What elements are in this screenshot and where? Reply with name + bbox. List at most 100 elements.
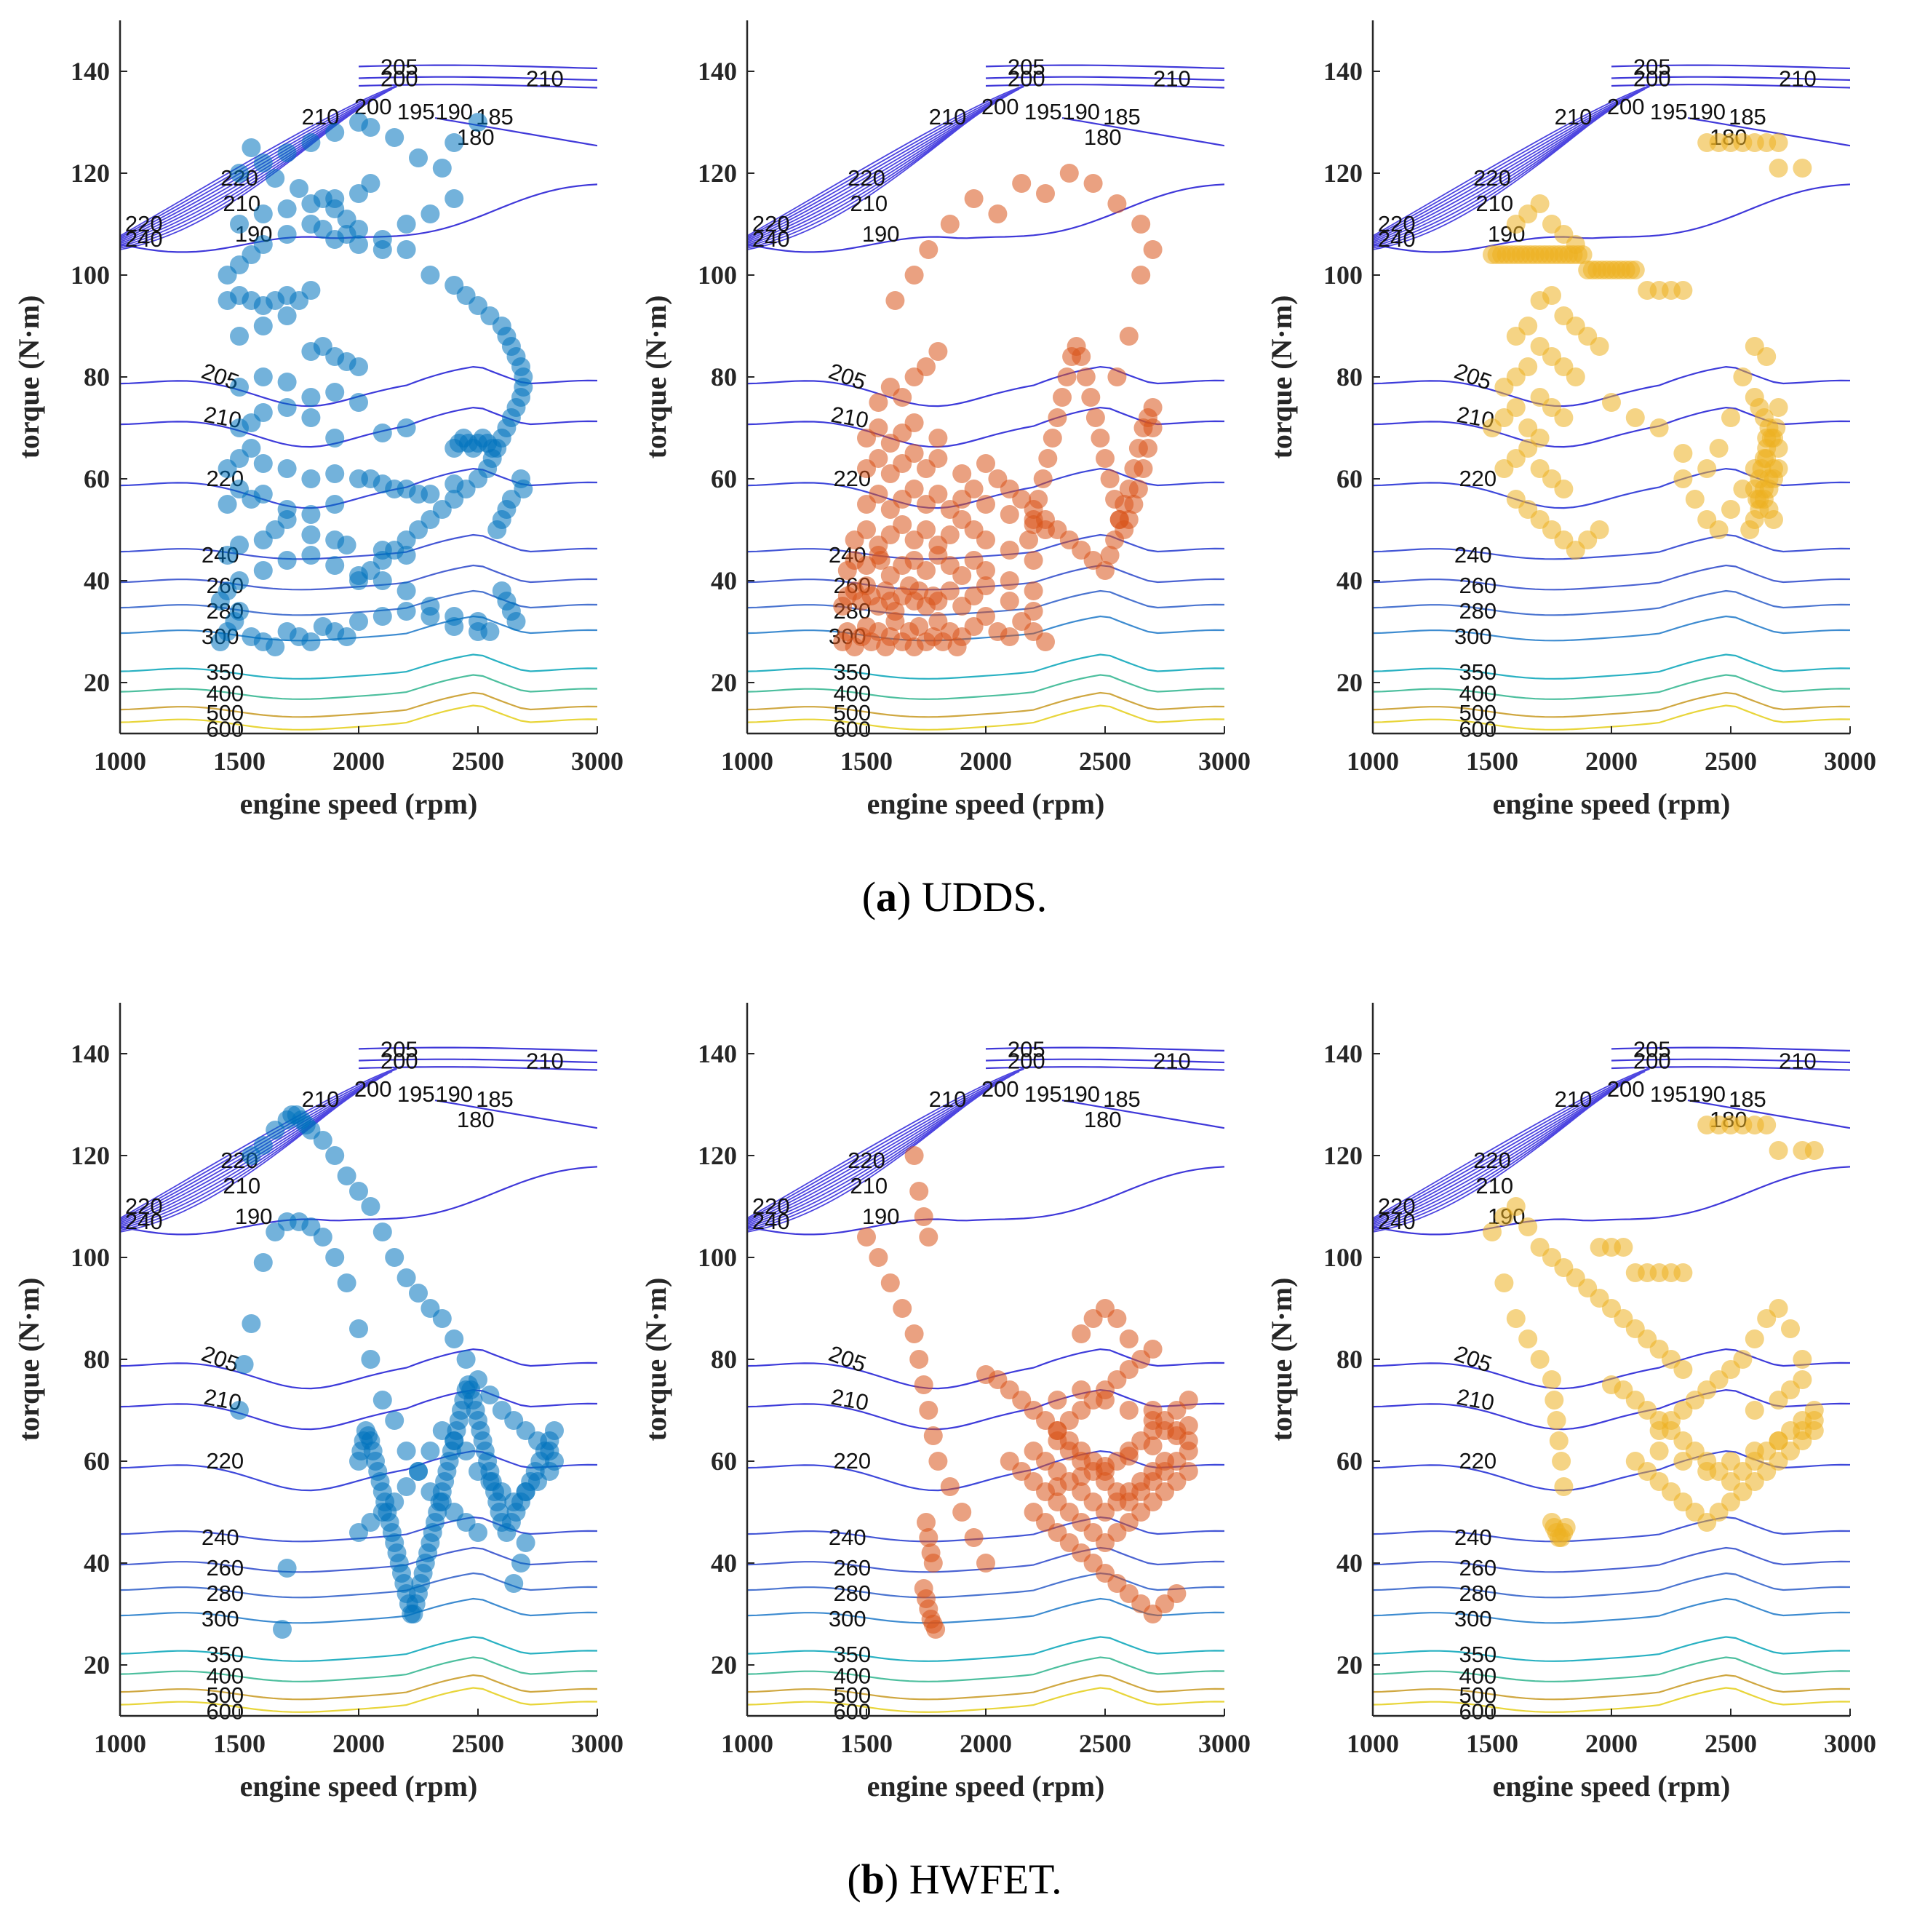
data-point bbox=[1697, 1462, 1717, 1481]
data-point bbox=[904, 1324, 924, 1343]
data-point bbox=[1793, 1370, 1812, 1389]
data-point bbox=[1139, 439, 1157, 458]
x-tick-label: 1000 bbox=[94, 1729, 146, 1758]
contour-label: 280 bbox=[1459, 1581, 1496, 1606]
contour-line-300 bbox=[1373, 615, 1850, 642]
data-point bbox=[1530, 429, 1550, 448]
data-point bbox=[940, 525, 960, 544]
y-tick-label: 60 bbox=[711, 1447, 737, 1476]
contour-line-190 bbox=[120, 1166, 597, 1236]
contour-bundle-line bbox=[120, 96, 378, 245]
contour-label: 195 bbox=[1024, 99, 1062, 124]
data-point bbox=[1024, 602, 1043, 621]
data-point bbox=[469, 113, 487, 132]
x-tick-label: 3000 bbox=[571, 1729, 623, 1758]
contour-label: 500 bbox=[206, 1682, 244, 1708]
data-point bbox=[230, 378, 249, 397]
data-point bbox=[1554, 1477, 1574, 1496]
contour-label: 240 bbox=[1378, 1209, 1416, 1234]
data-point bbox=[372, 230, 392, 249]
data-point bbox=[940, 215, 960, 234]
data-point bbox=[976, 607, 995, 626]
contour-label: 600 bbox=[206, 1698, 244, 1724]
data-point bbox=[928, 485, 948, 504]
contour-label: 220 bbox=[1459, 1448, 1496, 1474]
data-point bbox=[952, 464, 972, 483]
data-point bbox=[337, 627, 356, 646]
data-point bbox=[301, 469, 321, 488]
y-tick-label: 140 bbox=[698, 1039, 737, 1068]
caption-close-paren: ) bbox=[897, 873, 911, 921]
data-point bbox=[917, 357, 936, 376]
contour-line-400 bbox=[120, 1656, 597, 1682]
data-point bbox=[325, 1146, 345, 1165]
data-point bbox=[1804, 1411, 1824, 1430]
data-point bbox=[361, 174, 380, 193]
contour-label: 600 bbox=[206, 716, 244, 742]
contour-label: 240 bbox=[202, 1524, 239, 1550]
data-point bbox=[1119, 1447, 1139, 1466]
contour-label: 190 bbox=[1688, 99, 1726, 124]
contour-line-400 bbox=[747, 1656, 1224, 1682]
data-point bbox=[385, 1411, 404, 1430]
contour-line-350 bbox=[1373, 1636, 1850, 1662]
contour-bundle-line bbox=[1373, 1081, 1627, 1228]
contour-label: 350 bbox=[206, 1642, 244, 1667]
data-point bbox=[1143, 398, 1163, 417]
contour-lines bbox=[747, 1046, 1224, 1713]
data-point bbox=[1649, 418, 1669, 437]
x-tick-label: 2000 bbox=[960, 1729, 1012, 1758]
contour-lines bbox=[747, 64, 1224, 731]
data-point bbox=[242, 439, 261, 458]
data-point bbox=[1131, 215, 1151, 234]
y-axis-label: torque (N·m) bbox=[639, 295, 672, 459]
contour-bundle-line bbox=[1373, 1070, 1646, 1223]
data-point bbox=[1096, 1457, 1115, 1476]
contour-label: 210 bbox=[929, 104, 967, 130]
contour-label: 210 bbox=[850, 191, 888, 216]
x-axis-label: engine speed (rpm) bbox=[1493, 1770, 1731, 1802]
contour-line-205 bbox=[1611, 1046, 1850, 1052]
data-point bbox=[301, 525, 321, 544]
contour-line-240 bbox=[1373, 1516, 1850, 1543]
contour-label: 200 bbox=[1607, 1076, 1645, 1102]
data-point bbox=[1625, 408, 1645, 427]
data-point bbox=[1143, 1436, 1163, 1455]
data-point bbox=[253, 403, 273, 422]
data-point bbox=[277, 199, 297, 218]
contour-bundle-line bbox=[747, 1076, 1011, 1225]
caption-letter: a bbox=[876, 873, 897, 921]
scatter-series bbox=[1483, 1116, 1824, 1547]
contour-label: 205 bbox=[1633, 1036, 1671, 1062]
contour-line-300 bbox=[1373, 1597, 1850, 1624]
contour-bundle-line bbox=[120, 83, 402, 236]
data-point bbox=[1057, 367, 1077, 386]
data-point bbox=[1506, 1309, 1526, 1328]
x-tick-label: 1000 bbox=[721, 1729, 773, 1758]
data-point bbox=[1781, 1319, 1800, 1338]
y-tick-label: 80 bbox=[1336, 1345, 1363, 1374]
scatter-series bbox=[230, 1105, 564, 1639]
data-point bbox=[218, 495, 237, 514]
contour-lines bbox=[120, 1046, 597, 1713]
data-point bbox=[230, 571, 249, 590]
contour-bundle-line bbox=[747, 96, 1005, 245]
contour-line-185 bbox=[1061, 117, 1224, 147]
y-tick-label: 40 bbox=[84, 1549, 110, 1578]
contour-label: 200 bbox=[1607, 94, 1645, 119]
contour-label: 240 bbox=[752, 1209, 790, 1234]
data-point bbox=[926, 1620, 946, 1639]
data-point bbox=[396, 1268, 416, 1287]
contour-label: 185 bbox=[1103, 1086, 1141, 1112]
data-point bbox=[372, 1391, 392, 1410]
data-point bbox=[1542, 286, 1561, 305]
data-point bbox=[301, 133, 321, 152]
data-point bbox=[928, 449, 948, 468]
data-point bbox=[253, 454, 273, 473]
contour-label: 200 bbox=[981, 94, 1019, 119]
data-point bbox=[1483, 1223, 1502, 1241]
data-point bbox=[1590, 520, 1609, 539]
data-point bbox=[1697, 510, 1717, 529]
contour-label: 260 bbox=[1459, 1555, 1496, 1581]
contour-label: 400 bbox=[206, 680, 244, 706]
